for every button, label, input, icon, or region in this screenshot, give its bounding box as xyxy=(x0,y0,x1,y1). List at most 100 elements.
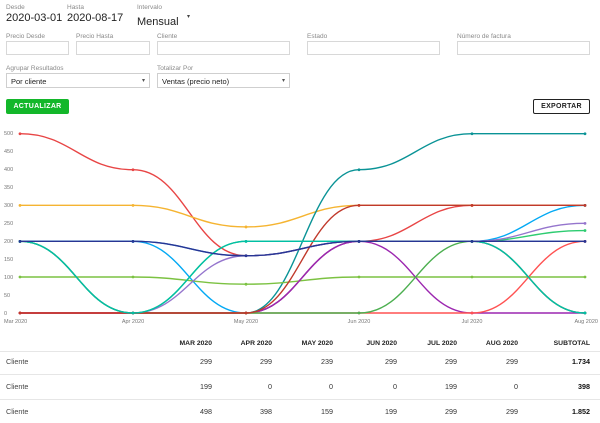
table-cell: 0 xyxy=(514,382,518,391)
x-tick-label: Apr 2020 xyxy=(122,319,144,325)
data-point xyxy=(18,239,22,243)
data-point xyxy=(244,311,248,315)
column-header: MAR 2020 xyxy=(179,340,213,347)
table-cell: 0 xyxy=(393,382,397,391)
precio-desde-input[interactable] xyxy=(6,41,69,55)
column-header: SUBTOTAL xyxy=(553,340,590,347)
data-point xyxy=(357,203,361,207)
data-point xyxy=(583,311,587,315)
table-cell: 299 xyxy=(445,357,457,366)
data-point xyxy=(583,203,587,207)
row-divider xyxy=(0,399,600,400)
estado-input[interactable] xyxy=(307,41,440,55)
data-point xyxy=(18,132,22,136)
x-tick-label: Jul 2020 xyxy=(462,319,483,325)
x-tick-label: Aug 2020 xyxy=(574,319,598,325)
y-tick-label: 300 xyxy=(4,203,13,209)
table-cell: 0 xyxy=(329,382,333,391)
series-line xyxy=(20,240,585,257)
data-point xyxy=(18,203,22,207)
y-tick-label: 350 xyxy=(4,185,13,191)
table-cell: 0 xyxy=(268,382,272,391)
estado-placeholder: Estado xyxy=(307,33,328,40)
subtotal-cell: 398 xyxy=(578,382,590,391)
precio-hasta-placeholder: Precio Hasta xyxy=(76,33,114,40)
subtotal-cell: 1.852 xyxy=(572,407,590,416)
factura-placeholder: Número de factura xyxy=(457,33,511,40)
desde-date-input[interactable]: 2020-03-01 xyxy=(6,12,63,24)
data-point xyxy=(470,132,474,136)
table-cell: 299 xyxy=(445,407,457,416)
table-cell: 299 xyxy=(260,357,272,366)
data-point xyxy=(583,229,587,232)
exportar-button[interactable]: EXPORTAR xyxy=(533,99,590,114)
agrupar-value: Por cliente xyxy=(11,77,47,86)
numero-factura-input[interactable] xyxy=(457,41,590,55)
x-tick-label: Mar 2020 xyxy=(4,319,27,325)
data-point xyxy=(18,275,22,279)
series-line xyxy=(19,204,585,228)
hasta-label: Hasta xyxy=(67,4,84,11)
y-tick-label: 150 xyxy=(4,257,13,263)
table-cell: 299 xyxy=(506,407,518,416)
table-cell: 199 xyxy=(385,407,397,416)
table-cell: 299 xyxy=(385,357,397,366)
table-cell: 159 xyxy=(321,407,333,416)
data-point xyxy=(131,311,135,315)
precio-hasta-input[interactable] xyxy=(76,41,150,55)
table-cell: 498 xyxy=(200,407,212,416)
table-cell: 398 xyxy=(260,407,272,416)
cliente-input[interactable] xyxy=(157,41,290,55)
data-point xyxy=(131,168,135,172)
hasta-date-input[interactable]: 2020-08-17 xyxy=(67,12,124,24)
data-point xyxy=(18,311,22,315)
series-line xyxy=(20,276,585,285)
y-tick-label: 400 xyxy=(4,167,13,173)
data-point xyxy=(131,239,135,243)
totalizar-select[interactable]: Ventas (precio neto) ▾ xyxy=(157,73,290,88)
table-cell: 299 xyxy=(506,357,518,366)
series-line xyxy=(19,204,585,314)
column-header: AUG 2020 xyxy=(485,340,518,347)
row-divider xyxy=(0,374,600,375)
data-point xyxy=(357,275,361,279)
column-header: JUN 2020 xyxy=(366,340,397,347)
y-tick-label: 450 xyxy=(4,149,13,155)
chevron-down-icon: ▾ xyxy=(187,14,191,20)
row-label: Cliente xyxy=(6,382,29,391)
series-line xyxy=(19,133,585,314)
subtotal-cell: 1.734 xyxy=(572,357,590,366)
y-tick-label: 50 xyxy=(4,293,10,299)
totalizar-label: Totalizar Por xyxy=(157,65,194,72)
data-point xyxy=(583,132,587,136)
y-tick-label: 250 xyxy=(4,221,13,227)
y-tick-label: 500 xyxy=(4,131,13,137)
table-cell: 239 xyxy=(321,357,333,366)
data-point xyxy=(244,225,248,229)
data-point xyxy=(470,311,474,315)
chevron-down-icon: ▾ xyxy=(141,78,145,84)
data-point xyxy=(583,275,587,279)
data-point xyxy=(470,203,474,207)
y-tick-label: 200 xyxy=(4,239,13,245)
intervalo-select[interactable]: Mensual ▾ xyxy=(137,12,197,28)
x-tick-label: May 2020 xyxy=(234,319,258,325)
table-cell: 199 xyxy=(445,382,457,391)
totalizar-value: Ventas (precio neto) xyxy=(162,77,230,86)
actualizar-button[interactable]: ACTUALIZAR xyxy=(6,99,69,114)
cliente-placeholder: Cliente xyxy=(157,33,178,40)
data-point xyxy=(131,203,135,207)
data-point xyxy=(583,221,587,225)
sales-line-chart: 0 50 100 150 200 250 300 350 400 450 500 Mar 2020 Ap… xyxy=(4,131,598,325)
column-header: APR 2020 xyxy=(240,340,272,347)
x-tick-label: Jun 2020 xyxy=(348,319,371,325)
table-cell: 299 xyxy=(200,357,212,366)
data-point xyxy=(357,168,361,172)
column-header: JUL 2020 xyxy=(427,340,457,347)
agrupar-select[interactable]: Por cliente ▾ xyxy=(6,73,150,88)
data-point xyxy=(244,254,248,258)
data-point xyxy=(131,275,135,279)
data-point xyxy=(470,239,474,243)
series-line xyxy=(19,240,586,314)
y-tick-label: 0 xyxy=(4,311,7,317)
